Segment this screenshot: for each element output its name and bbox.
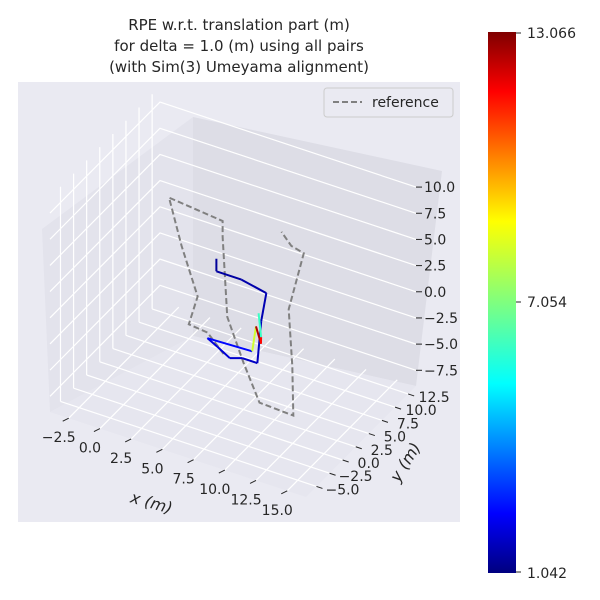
x-tick-mark-1 — [93, 428, 101, 433]
estimate-segment-5 — [242, 357, 258, 365]
grid-z-7 — [49, 101, 417, 214]
estimate-segment-13 — [257, 313, 263, 338]
grid-x-3 — [161, 337, 273, 450]
x-tick-mark-2 — [124, 438, 132, 443]
x-tick-label-5: 10.0 — [199, 482, 230, 498]
grid-z-6 — [49, 127, 417, 240]
y-tick-mark-3 — [355, 446, 362, 450]
grid-y-0 — [60, 400, 317, 487]
y-tick-mark-6 — [394, 406, 402, 410]
estimate-segment-1 — [216, 270, 242, 281]
grid-z-3 — [49, 206, 417, 319]
z-tick-label-5: 5.0 — [424, 232, 446, 248]
z-tick-label-0: −7.5 — [424, 363, 458, 379]
colorbar-max-label: 13.066 — [527, 26, 576, 42]
grid-z-4 — [49, 179, 417, 293]
grid-x-7 — [286, 379, 398, 492]
x-tick-mark-0 — [62, 417, 69, 422]
colorbar-gradient — [488, 32, 516, 573]
x-tick-mark-4 — [187, 459, 194, 464]
estimate-segment-10 — [251, 326, 257, 352]
x-tick-label-3: 5.0 — [141, 461, 163, 477]
y-tick-label-6: 10.0 — [405, 403, 436, 419]
y-tick-label-0: −5.0 — [325, 482, 359, 498]
colorbar-mid-label: 7.054 — [527, 295, 567, 311]
x-tick-label-4: 7.5 — [172, 472, 194, 488]
z-tick-label-6: 7.5 — [424, 206, 446, 222]
colorbar: 13.066 7.054 1.042 — [488, 26, 576, 582]
estimate-segment-9 — [207, 337, 253, 353]
z-tick-label-7: 10.0 — [424, 180, 455, 196]
z-tick-label-1: −5.0 — [424, 337, 458, 353]
x-tick-labels: −2.50.0 2.5 5.0 7.5 10.012.515.0 — [42, 417, 293, 519]
legend-box — [323, 87, 454, 118]
grid-x-0 — [68, 306, 180, 419]
y-tick-label-3: 2.5 — [371, 443, 393, 459]
x-tick-mark-7 — [281, 490, 288, 495]
grid-z-2 — [49, 232, 417, 345]
colorbar-min-label: 1.042 — [527, 566, 567, 582]
grid-x-2 — [130, 327, 242, 440]
x-tick-label-2: 2.5 — [110, 451, 132, 467]
grid-y-6 — [138, 321, 396, 408]
legend: reference — [323, 87, 454, 118]
z-tick-label-2: −2.5 — [424, 311, 458, 327]
legend-label-reference: reference — [372, 95, 439, 111]
grid-y-3 — [99, 361, 356, 448]
y-tick-label-7: 12.5 — [419, 390, 450, 406]
y-tick-mark-7 — [407, 393, 415, 397]
z-tick-label-4: 2.5 — [424, 259, 446, 275]
x-tick-mark-6 — [249, 479, 257, 484]
y-tick-mark-5 — [381, 419, 389, 423]
grid-lines — [49, 94, 417, 492]
title-line-3: (with Sim(3) Umeyama alignment) — [109, 58, 369, 76]
grid-z-5 — [49, 153, 417, 266]
grid-x-5 — [224, 358, 336, 471]
grid-x-4 — [193, 348, 305, 461]
grid-y-1 — [73, 387, 330, 474]
y-tick-mark-0 — [316, 485, 323, 489]
grid-x-1 — [99, 317, 211, 430]
x-tick-label-0: −2.5 — [42, 430, 76, 446]
estimate-segment-2 — [240, 278, 267, 294]
y-tick-mark-1 — [329, 472, 336, 476]
y-tick-mark-2 — [342, 459, 349, 463]
title-line-2: for delta = 1.0 (m) using all pairs — [114, 37, 364, 55]
x-tick-mark-5 — [218, 469, 226, 474]
grid-x-6 — [255, 368, 367, 481]
x-tick-mark-3 — [156, 448, 163, 453]
estimate-segment-7 — [216, 345, 231, 359]
grid-y-7 — [151, 308, 409, 395]
pane-back — [193, 117, 442, 386]
x-tick-label-1: 0.0 — [79, 441, 101, 457]
trajectory-series — [167, 195, 305, 418]
y-tick-mark-4 — [368, 433, 376, 437]
reference-trajectory — [167, 195, 305, 418]
estimate-segment-3 — [260, 292, 268, 322]
grid-y-5 — [125, 334, 383, 421]
y-tick-labels: −5.0−2.50.02.55.07.510.012.5 — [316, 390, 450, 498]
z-tick-label-3: 0.0 — [424, 285, 446, 301]
y-tick-label-5: 7.5 — [397, 416, 419, 432]
y-tick-label-2: 0.0 — [358, 456, 380, 472]
title-line-1: RPE w.r.t. translation part (m) — [128, 16, 350, 34]
pane-left — [42, 117, 193, 412]
y-tick-label-1: −2.5 — [339, 469, 373, 485]
grid-y-2 — [86, 374, 343, 461]
x-tick-label-7: 15.0 — [262, 503, 293, 519]
y-tick-label-4: 5.0 — [384, 430, 406, 446]
grid-z-0 — [49, 284, 417, 397]
z-tick-labels: −7.5 −5.0 −2.5 0.0 2.5 5.0 7.5 10.0 — [416, 180, 458, 379]
grid-z-1 — [49, 258, 417, 371]
grid-y-4 — [112, 348, 370, 435]
x-tick-label-6: 12.5 — [230, 492, 261, 508]
